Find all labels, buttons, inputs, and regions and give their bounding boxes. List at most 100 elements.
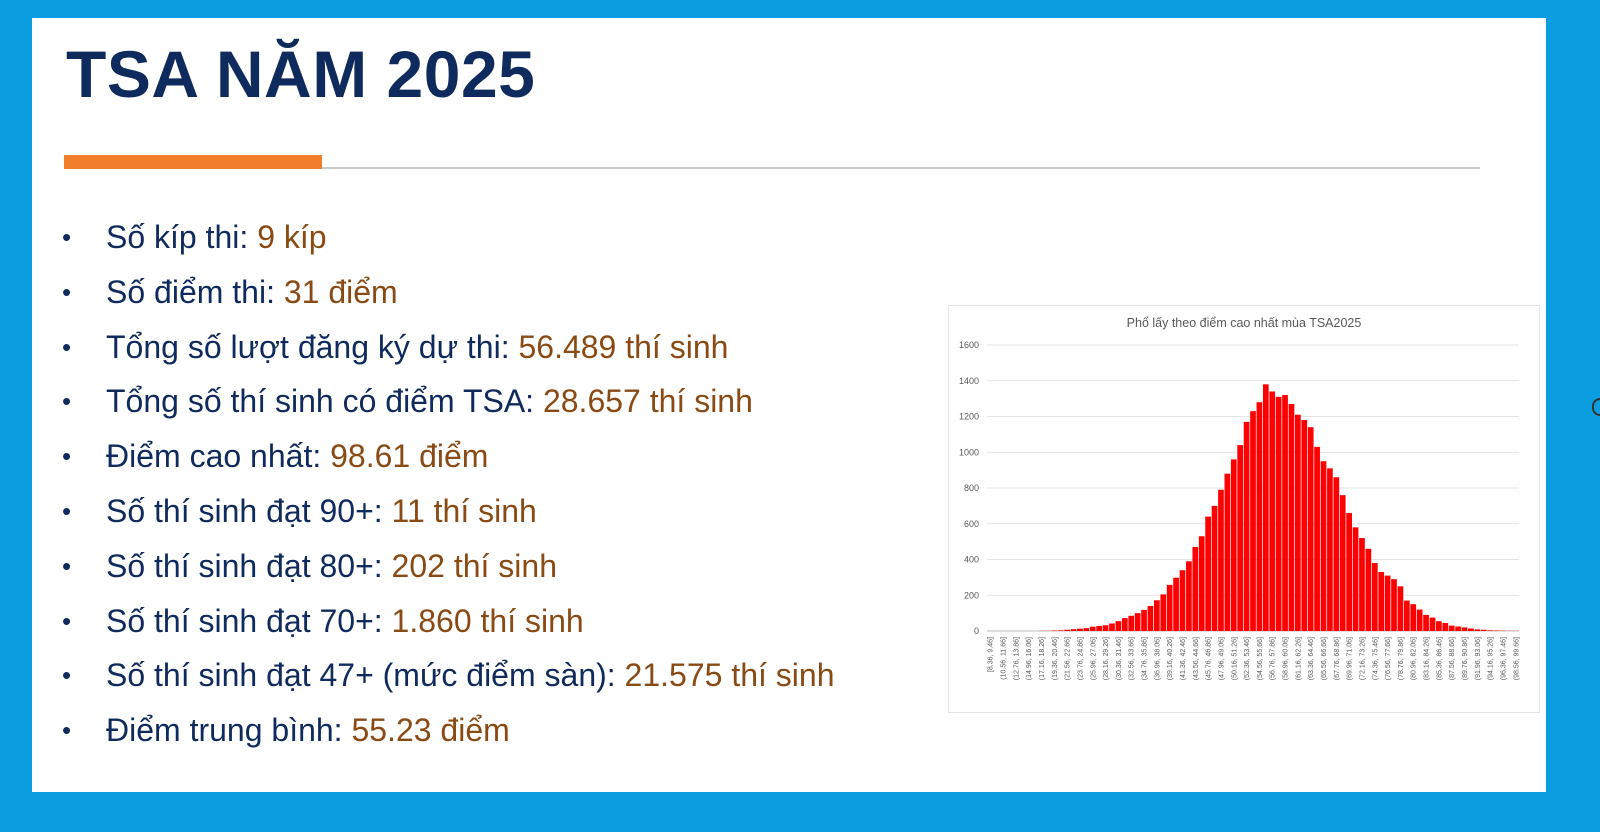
x-tick-label: (98.56, 99.66]: [1513, 637, 1520, 680]
x-tick-label: (94.16, 95.26]: [1488, 637, 1495, 680]
histogram-bar: [1064, 629, 1070, 631]
x-tick-label: (61.16, 62.26]: [1295, 637, 1302, 680]
x-tick-label: (76.56, 77.66]: [1385, 637, 1392, 680]
x-tick-label: (89.76, 90.86]: [1462, 637, 1469, 680]
y-tick-label: 1000: [959, 447, 979, 457]
histogram-bar: [1295, 414, 1301, 631]
histogram-bar: [1051, 630, 1058, 631]
x-tick-label: (39.16, 40.26]: [1167, 637, 1174, 680]
histogram-bar: [1141, 609, 1147, 631]
x-tick-label: (52.36, 53.46]: [1244, 637, 1251, 680]
histogram-bar: [1109, 623, 1115, 631]
x-tick-label: (63.36, 64.46]: [1308, 637, 1315, 680]
x-tick-label: (36.96, 38.06]: [1154, 637, 1161, 680]
x-tick-label: (32.56, 33.66]: [1129, 637, 1136, 680]
title-divider: [64, 167, 1480, 169]
x-tick-label: (34.76, 35.86]: [1142, 637, 1149, 680]
y-tick-label: 600: [964, 519, 979, 529]
x-tick-label: (80.96, 82.06]: [1411, 637, 1418, 680]
fact-value: 202 thí sinh: [391, 547, 557, 584]
bullet-icon: •: [62, 441, 72, 472]
x-tick-label: (87.56, 88.66]: [1449, 637, 1456, 680]
histogram-bar: [1474, 629, 1481, 631]
y-tick-label: 1400: [959, 376, 979, 386]
histogram-bar: [1077, 628, 1083, 631]
fact-value: 9 kíp: [257, 219, 327, 255]
histogram-bar: [1179, 570, 1186, 631]
y-tick-label: 0: [974, 626, 979, 636]
histogram-bar: [1224, 473, 1231, 631]
histogram-bar: [1089, 626, 1096, 631]
y-tick-label: 1600: [959, 340, 979, 350]
x-tick-label: (72.16, 73.26]: [1359, 637, 1366, 680]
x-tick-label: (21.56, 22.66]: [1065, 637, 1072, 680]
x-tick-label: (10.56, 11.66]: [1001, 637, 1008, 680]
slide: TSA NĂM 2025 • Số kíp thi: 9 kíp • Số điểm…: [32, 18, 1546, 792]
chart-title: Phổ lấy theo điểm cao nhất mùa TSA2025: [1127, 316, 1362, 330]
x-tick-label: (14.96, 16.06]: [1026, 637, 1033, 680]
fact-label: Tổng số lượt đăng ký dự thi:: [106, 328, 510, 365]
x-tick-label: (45.76, 46.86]: [1206, 637, 1213, 680]
x-tick-label: (91.96, 93.06]: [1475, 637, 1482, 680]
histogram-bar: [1397, 586, 1404, 631]
bullet-icon: •: [62, 276, 72, 307]
fact-label: Số thí sinh đạt 70+:: [106, 602, 383, 639]
histogram-bar: [1346, 513, 1352, 631]
histogram-bar: [1147, 605, 1154, 631]
histogram-bar: [1262, 384, 1269, 631]
histogram-svg: Phổ lấy theo điểm cao nhất mùa TSA2025 0…: [959, 316, 1520, 680]
histogram-bar: [1314, 446, 1320, 631]
histogram-bar: [1448, 625, 1455, 631]
fact-value: 21.575 thí sinh: [624, 657, 835, 694]
fact-value: 11 thí sinh: [391, 492, 537, 529]
fact-label: Số thí sinh đạt 80+:: [106, 547, 383, 584]
histogram-bar: [1166, 584, 1173, 631]
x-tick-label: (65.56, 66.66]: [1321, 637, 1328, 680]
x-tick-label: (23.76, 24.86]: [1077, 637, 1084, 680]
bullet-icon: •: [62, 550, 72, 581]
histogram-bar: [1243, 421, 1250, 631]
fact-value: 28.657 thí sinh: [542, 383, 753, 420]
histogram-bar: [1237, 445, 1244, 631]
histogram-bar: [1218, 489, 1224, 631]
x-tick-label: (78.76, 79.86]: [1398, 637, 1405, 680]
histogram-bar: [1288, 403, 1295, 631]
histogram-bar: [1301, 420, 1308, 631]
y-tick-label: 400: [964, 555, 979, 565]
histogram-bar: [1256, 402, 1263, 631]
histogram-bar: [1493, 630, 1500, 631]
fact-value: 1.860 thí sinh: [391, 602, 584, 639]
fact-label: Số kíp thi:: [106, 219, 249, 255]
x-tick-label: (19.36, 20.46]: [1052, 637, 1059, 680]
histogram-bar: [1173, 577, 1179, 631]
x-tick-label: (30.36, 31.46]: [1116, 637, 1123, 680]
x-tick-label: (43.56, 44.66]: [1193, 637, 1200, 680]
x-tick-label: (83.16, 84.26]: [1424, 637, 1431, 680]
histogram-bar: [1121, 618, 1128, 631]
histogram-bar: [1416, 609, 1423, 631]
title-accent-bar: [64, 155, 322, 169]
histogram-bar: [1403, 600, 1410, 631]
histogram-bar: [1480, 629, 1487, 631]
fact-label: Điểm cao nhất:: [106, 438, 322, 475]
x-tick-label: (74.36, 75.46]: [1372, 637, 1379, 680]
x-tick-label: (41.36, 42.46]: [1180, 637, 1187, 680]
histogram-chart: Phổ lấy theo điểm cao nhất mùa TSA2025 0…: [948, 305, 1540, 713]
x-tick-label: (56.76, 57.86]: [1270, 637, 1277, 680]
fact-value: 55.23 điểm: [351, 712, 510, 749]
histogram-bar: [1282, 395, 1288, 631]
fact-value: 31 điểm: [283, 273, 398, 310]
x-tick-label: (96.36, 97.46]: [1500, 637, 1507, 680]
x-tick-label: (17.16, 18.26]: [1039, 637, 1046, 680]
x-tick-label: (54.56, 55.66]: [1257, 637, 1264, 680]
histogram-bar: [1096, 625, 1103, 631]
histogram-bar: [1487, 630, 1494, 631]
histogram-bar: [1115, 621, 1122, 631]
cursor-edge-icon: [1592, 398, 1600, 416]
histogram-bar: [1186, 561, 1192, 631]
bullet-icon: •: [62, 386, 72, 417]
histogram-bar: [1134, 613, 1141, 631]
fact-label: Điểm trung bình:: [106, 712, 343, 749]
histogram-bar: [1359, 538, 1365, 631]
fact-label: Số thí sinh đạt 47+ (mức điểm sàn):: [106, 657, 616, 694]
